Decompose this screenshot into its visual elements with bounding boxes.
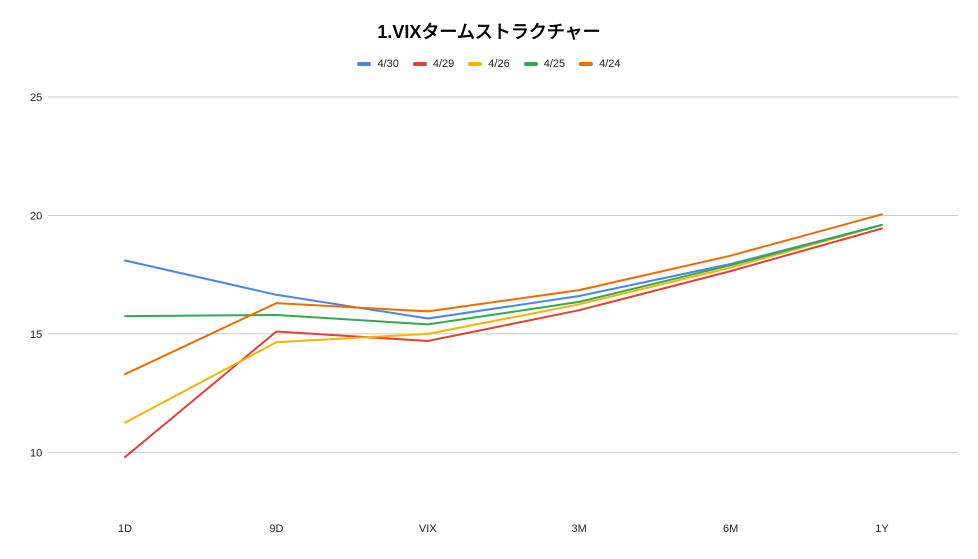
x-tick-label: VIX [419, 523, 437, 535]
grid-layer [48, 96, 958, 453]
legend-label: 4/25 [543, 58, 566, 70]
legend-swatch [468, 62, 483, 66]
legend-swatch [357, 62, 372, 66]
y-tick-label: 10 [30, 447, 42, 459]
legend-swatch [579, 62, 594, 66]
legend-label: 4/26 [488, 58, 510, 70]
legend-item-4-26[interactable]: 4/26 [468, 58, 510, 70]
legend-swatch [412, 62, 427, 66]
series-line-4-25 [124, 223, 883, 326]
series-layer [124, 213, 883, 459]
legend: 4/30 4/29 4/26 4/25 4/24 [0, 58, 978, 70]
axis-layer: 10 15 20 25 1D 9D VIX 3M 6M 1Y [30, 92, 889, 535]
legend-swatch [523, 62, 538, 66]
legend-item-4-24[interactable]: 4/24 [579, 58, 621, 70]
series-line-4-26 [124, 223, 883, 424]
y-tick-label: 25 [30, 92, 42, 104]
legend-label: 4/29 [432, 58, 455, 70]
y-tick-label: 20 [30, 210, 42, 222]
legend-label: 4/24 [599, 58, 621, 70]
chart-title: 1.VIXタームストラクチャー [377, 22, 601, 42]
legend-item-4-29[interactable]: 4/29 [412, 58, 455, 70]
series-line-4-29 [124, 227, 883, 459]
x-tick-label: 9D [269, 523, 283, 535]
legend-item-4-30[interactable]: 4/30 [357, 58, 399, 70]
x-tick-label: 1Y [875, 523, 889, 535]
x-tick-label: 6M [723, 523, 738, 535]
series-line-4-24 [124, 213, 883, 376]
series-line-4-30 [124, 223, 883, 320]
legend-item-4-25[interactable]: 4/25 [523, 58, 566, 70]
x-tick-label: 3M [572, 523, 587, 535]
x-tick-label: 1D [118, 523, 132, 535]
legend-label: 4/30 [377, 58, 399, 70]
y-tick-label: 15 [30, 329, 42, 341]
